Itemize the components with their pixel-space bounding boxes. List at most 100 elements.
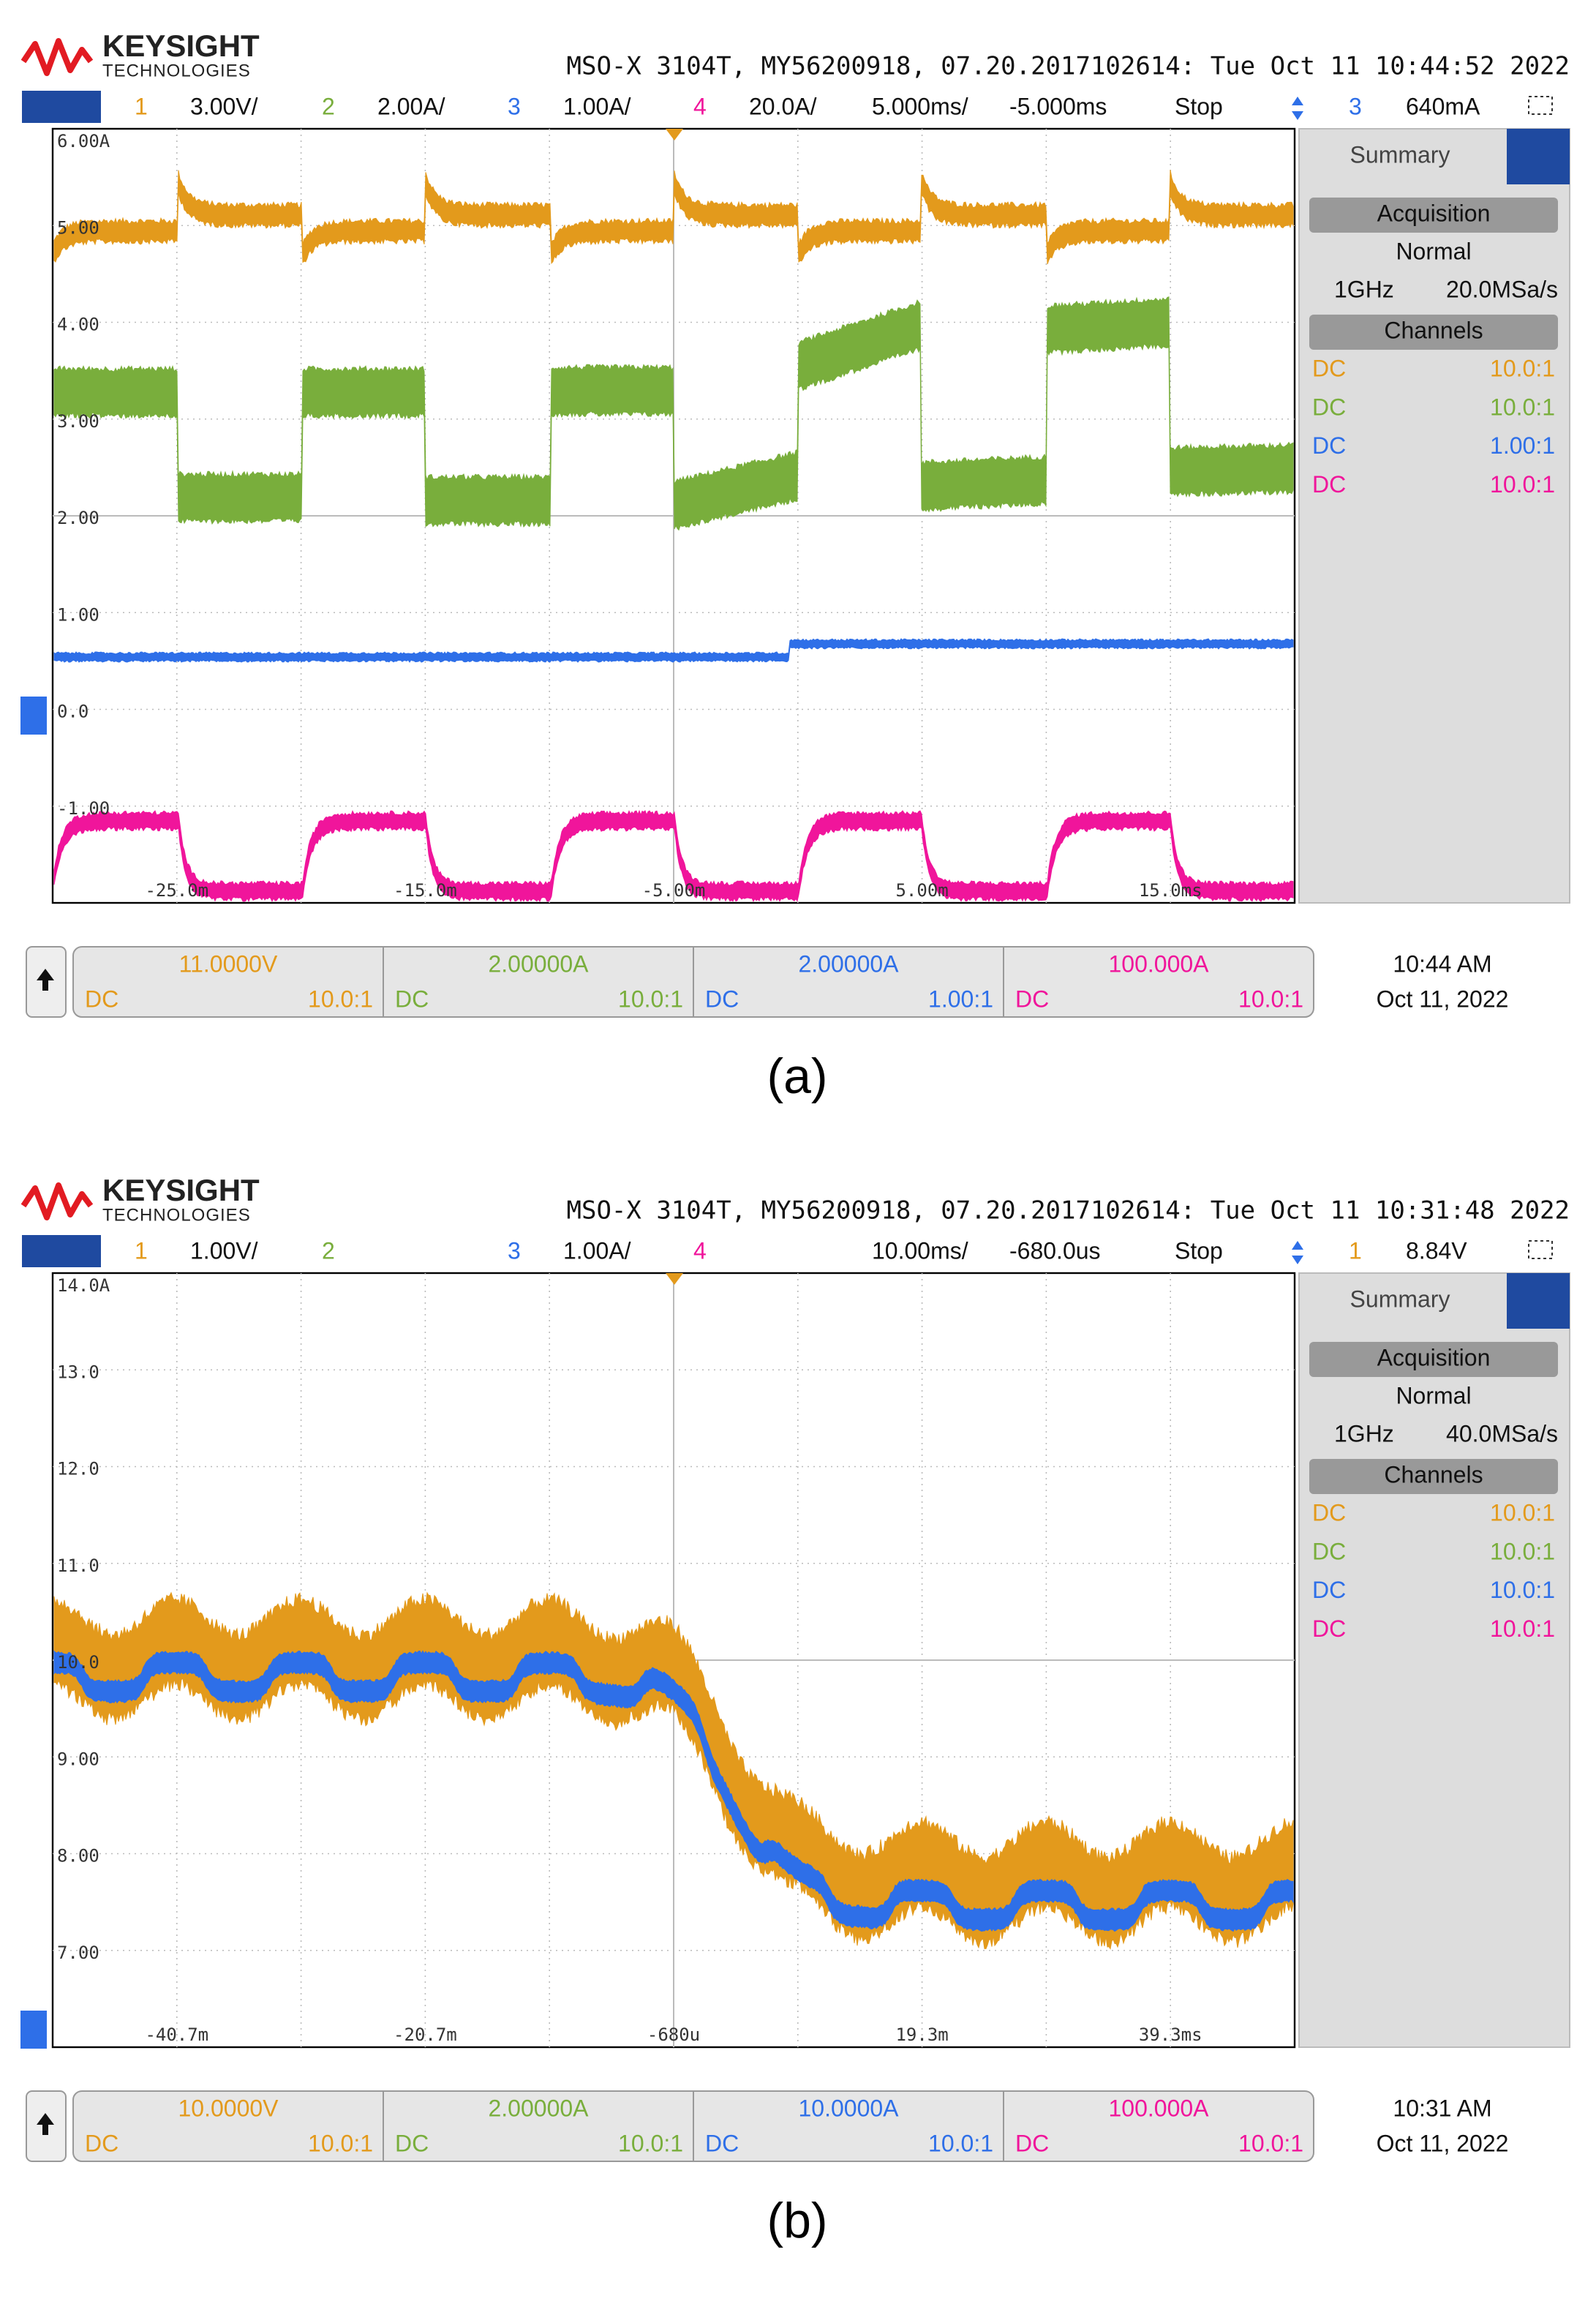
mode: Normal <box>1396 238 1471 264</box>
y-label: -1.00 <box>57 798 110 819</box>
trigger-source: 3 <box>1349 93 1362 119</box>
coupling: DC <box>1312 432 1346 459</box>
y-label: 3.00 <box>57 411 99 432</box>
channel-scale: 1.00A/ <box>563 1237 631 1264</box>
ratio: 10.0:1 <box>1490 1616 1555 1642</box>
mode: Normal <box>1396 1382 1471 1408</box>
ratio: 10.0:1 <box>308 2130 373 2156</box>
header: MSO-X 3104T, MY56200918, 07.20.201710261… <box>567 1196 1570 1226</box>
bandwidth: 1GHz <box>1334 1420 1394 1446</box>
summary-tab <box>1507 129 1570 184</box>
section-box <box>1309 1342 1558 1377</box>
acquisition: Acquisition <box>1377 1344 1491 1370</box>
clock-time: 10:44 AM <box>1393 950 1491 977</box>
channel-value: 10.0000V <box>178 2095 279 2121</box>
x-label: 5.00m <box>895 880 948 901</box>
channel-scale: 20.0A/ <box>749 93 817 119</box>
timebase: 5.000ms/ <box>872 93 968 119</box>
arrow-icon <box>37 969 54 991</box>
sidebar <box>1298 1272 1570 2048</box>
clock-time: 10:31 AM <box>1393 2095 1491 2121</box>
ratio: 10.0:1 <box>618 2130 683 2156</box>
y-label: 6.00A <box>57 131 110 151</box>
trigger-icon <box>1292 1241 1303 1264</box>
channel-value: 10.0000A <box>798 2095 899 2121</box>
y-label: 9.00 <box>57 1749 99 1769</box>
y-label: 5.00 <box>57 217 99 238</box>
ratio: 10.0:1 <box>308 986 373 1012</box>
channel-num: 3 <box>508 93 521 119</box>
caption: (b) <box>767 2193 827 2248</box>
trigger-level: 8.84V <box>1406 1237 1467 1264</box>
channel-num: 2 <box>322 1237 335 1264</box>
channel-scale: 2.00A/ <box>377 93 445 119</box>
y-label: 2.00 <box>57 508 99 528</box>
x-label: 39.3ms <box>1139 2025 1202 2045</box>
run-state: Stop <box>1175 1237 1223 1264</box>
x-label: -25.0m <box>145 880 208 901</box>
timebase: 10.00ms/ <box>872 1237 968 1264</box>
coupling: DC <box>1312 1616 1346 1642</box>
channel-scale: 1.00V/ <box>190 1237 258 1264</box>
coupling: DC <box>705 2130 739 2156</box>
y-label: 13.0 <box>57 1362 99 1382</box>
channel-value: 100.000A <box>1108 950 1209 977</box>
y-label: 0.0 <box>57 702 89 722</box>
ratio: 10.0:1 <box>1490 1538 1555 1564</box>
channel-scale: 1.00A/ <box>563 93 631 119</box>
y-label: 12.0 <box>57 1459 99 1479</box>
channel-marker <box>20 697 47 735</box>
delay: -680.0us <box>1009 1237 1101 1264</box>
ratio: 10.0:1 <box>1490 471 1555 498</box>
y-label: 4.00 <box>57 315 99 335</box>
y-label: 7.00 <box>57 1943 99 1963</box>
ratio: 10.0:1 <box>928 2130 993 2156</box>
coupling: DC <box>1312 1499 1346 1526</box>
sidebar <box>1298 128 1570 904</box>
x-label: -15.0m <box>394 880 457 901</box>
delay: -5.000ms <box>1009 93 1107 119</box>
caption: (a) <box>767 1048 827 1104</box>
brand-sub: TECHNOLOGIES <box>102 1205 251 1225</box>
coupling: DC <box>1312 471 1346 498</box>
acquisition: Acquisition <box>1377 200 1491 226</box>
ratio: 10.0:1 <box>618 986 683 1012</box>
y-label: 10.0 <box>57 1652 99 1673</box>
brand-sub: TECHNOLOGIES <box>102 61 251 80</box>
coupling: DC <box>1312 355 1346 381</box>
channel-value: 100.000A <box>1108 2095 1209 2121</box>
x-label: 15.0ms <box>1139 880 1202 901</box>
brand: KEYSIGHT <box>102 29 260 63</box>
menu-icon <box>22 1235 101 1267</box>
waveform <box>53 170 1294 265</box>
bandwidth: 1GHz <box>1334 276 1394 302</box>
ratio: 10.0:1 <box>1238 2130 1303 2156</box>
ratio: 1.00:1 <box>928 986 993 1012</box>
clock-date: Oct 11, 2022 <box>1377 2130 1509 2156</box>
trigger-marker <box>666 1273 683 1285</box>
waveforms <box>53 1591 1294 1950</box>
coupling: DC <box>395 986 429 1012</box>
screen-icon <box>1528 1240 1553 1259</box>
rate: 40.0MSa/s <box>1446 1420 1558 1446</box>
y-label: 8.00 <box>57 1846 99 1866</box>
trigger-source: 1 <box>1349 1237 1362 1264</box>
channel-num: 4 <box>693 93 707 119</box>
trigger-level: 640mA <box>1406 93 1480 119</box>
clock-date: Oct 11, 2022 <box>1377 986 1509 1012</box>
channel-value: 2.00000A <box>488 950 589 977</box>
ratio: 10.0:1 <box>1490 394 1555 420</box>
channel-value: 2.00000A <box>798 950 899 977</box>
channel-num: 2 <box>322 93 335 119</box>
section-box <box>1309 315 1558 350</box>
channels-title: Channels <box>1384 1461 1483 1487</box>
ratio: 10.0:1 <box>1238 986 1303 1012</box>
coupling: DC <box>1015 2130 1049 2156</box>
channels-title: Channels <box>1384 317 1483 343</box>
waveform <box>53 296 1294 531</box>
x-label: -20.7m <box>394 2025 457 2045</box>
run-state: Stop <box>1175 93 1223 119</box>
trigger-marker <box>666 129 683 140</box>
